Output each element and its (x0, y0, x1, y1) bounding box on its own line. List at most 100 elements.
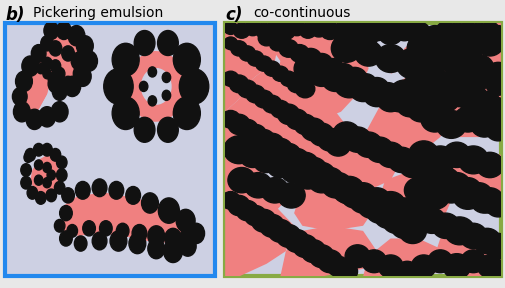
Circle shape (395, 261, 417, 282)
Polygon shape (252, 23, 340, 112)
Circle shape (112, 97, 139, 130)
Circle shape (403, 178, 431, 203)
Circle shape (49, 41, 62, 56)
Circle shape (324, 173, 351, 198)
Circle shape (335, 261, 357, 282)
Circle shape (134, 31, 155, 56)
Circle shape (46, 189, 57, 202)
Circle shape (164, 228, 181, 249)
Circle shape (179, 236, 196, 256)
Circle shape (489, 26, 505, 41)
Circle shape (74, 66, 91, 86)
Circle shape (92, 232, 107, 250)
Circle shape (173, 43, 200, 76)
Circle shape (27, 187, 37, 199)
Circle shape (57, 22, 71, 39)
Circle shape (147, 226, 164, 246)
Circle shape (179, 69, 209, 104)
Circle shape (163, 240, 182, 263)
Polygon shape (127, 51, 185, 122)
Circle shape (307, 168, 335, 193)
Circle shape (75, 181, 90, 199)
Circle shape (419, 181, 449, 209)
Circle shape (407, 33, 439, 64)
Polygon shape (363, 74, 450, 162)
Circle shape (251, 209, 276, 232)
Circle shape (348, 188, 376, 213)
Circle shape (284, 149, 309, 171)
Circle shape (332, 64, 354, 84)
Circle shape (398, 218, 426, 244)
Circle shape (435, 22, 454, 39)
Circle shape (26, 109, 43, 130)
Circle shape (375, 192, 405, 219)
Circle shape (435, 111, 466, 138)
Circle shape (395, 48, 428, 79)
Circle shape (272, 66, 288, 81)
Circle shape (99, 221, 112, 236)
Circle shape (68, 26, 85, 46)
Circle shape (134, 117, 155, 142)
Circle shape (357, 193, 384, 218)
Circle shape (41, 36, 53, 51)
Circle shape (227, 168, 255, 193)
Circle shape (401, 74, 434, 104)
Circle shape (24, 152, 32, 162)
Circle shape (245, 85, 265, 103)
Circle shape (321, 66, 348, 92)
Circle shape (409, 157, 437, 183)
Circle shape (411, 255, 435, 278)
Circle shape (376, 142, 403, 168)
Circle shape (477, 255, 501, 278)
Circle shape (317, 250, 342, 273)
Circle shape (291, 152, 318, 178)
Text: c): c) (225, 6, 242, 24)
Circle shape (266, 152, 293, 178)
Circle shape (104, 69, 133, 104)
Circle shape (244, 20, 261, 36)
Circle shape (310, 54, 332, 74)
Circle shape (485, 118, 505, 141)
Circle shape (321, 173, 348, 198)
Circle shape (327, 256, 348, 276)
Polygon shape (321, 130, 403, 193)
Polygon shape (390, 23, 500, 79)
Circle shape (55, 181, 65, 194)
Circle shape (139, 81, 147, 92)
Circle shape (187, 223, 204, 244)
Circle shape (321, 58, 343, 79)
Polygon shape (18, 33, 89, 114)
Circle shape (373, 203, 401, 228)
Circle shape (148, 67, 156, 77)
Circle shape (342, 67, 367, 90)
Circle shape (261, 178, 288, 203)
Circle shape (332, 122, 360, 147)
Circle shape (331, 35, 361, 62)
Circle shape (31, 45, 46, 62)
Circle shape (284, 230, 309, 252)
Circle shape (470, 112, 497, 137)
Circle shape (244, 124, 266, 145)
Circle shape (419, 45, 449, 73)
Circle shape (74, 236, 87, 251)
Circle shape (285, 109, 307, 130)
Circle shape (365, 20, 387, 41)
Circle shape (230, 41, 247, 56)
Circle shape (147, 238, 164, 259)
Circle shape (229, 75, 248, 93)
Circle shape (21, 164, 31, 176)
Circle shape (365, 198, 392, 223)
Circle shape (416, 65, 446, 93)
Circle shape (52, 83, 67, 100)
Circle shape (269, 36, 285, 51)
Circle shape (442, 142, 470, 168)
Circle shape (62, 46, 74, 61)
Circle shape (348, 183, 376, 208)
Circle shape (307, 162, 335, 188)
Circle shape (83, 221, 95, 236)
Circle shape (80, 51, 97, 71)
Circle shape (363, 188, 390, 213)
Circle shape (300, 118, 325, 141)
Circle shape (13, 88, 27, 105)
Circle shape (316, 168, 343, 193)
